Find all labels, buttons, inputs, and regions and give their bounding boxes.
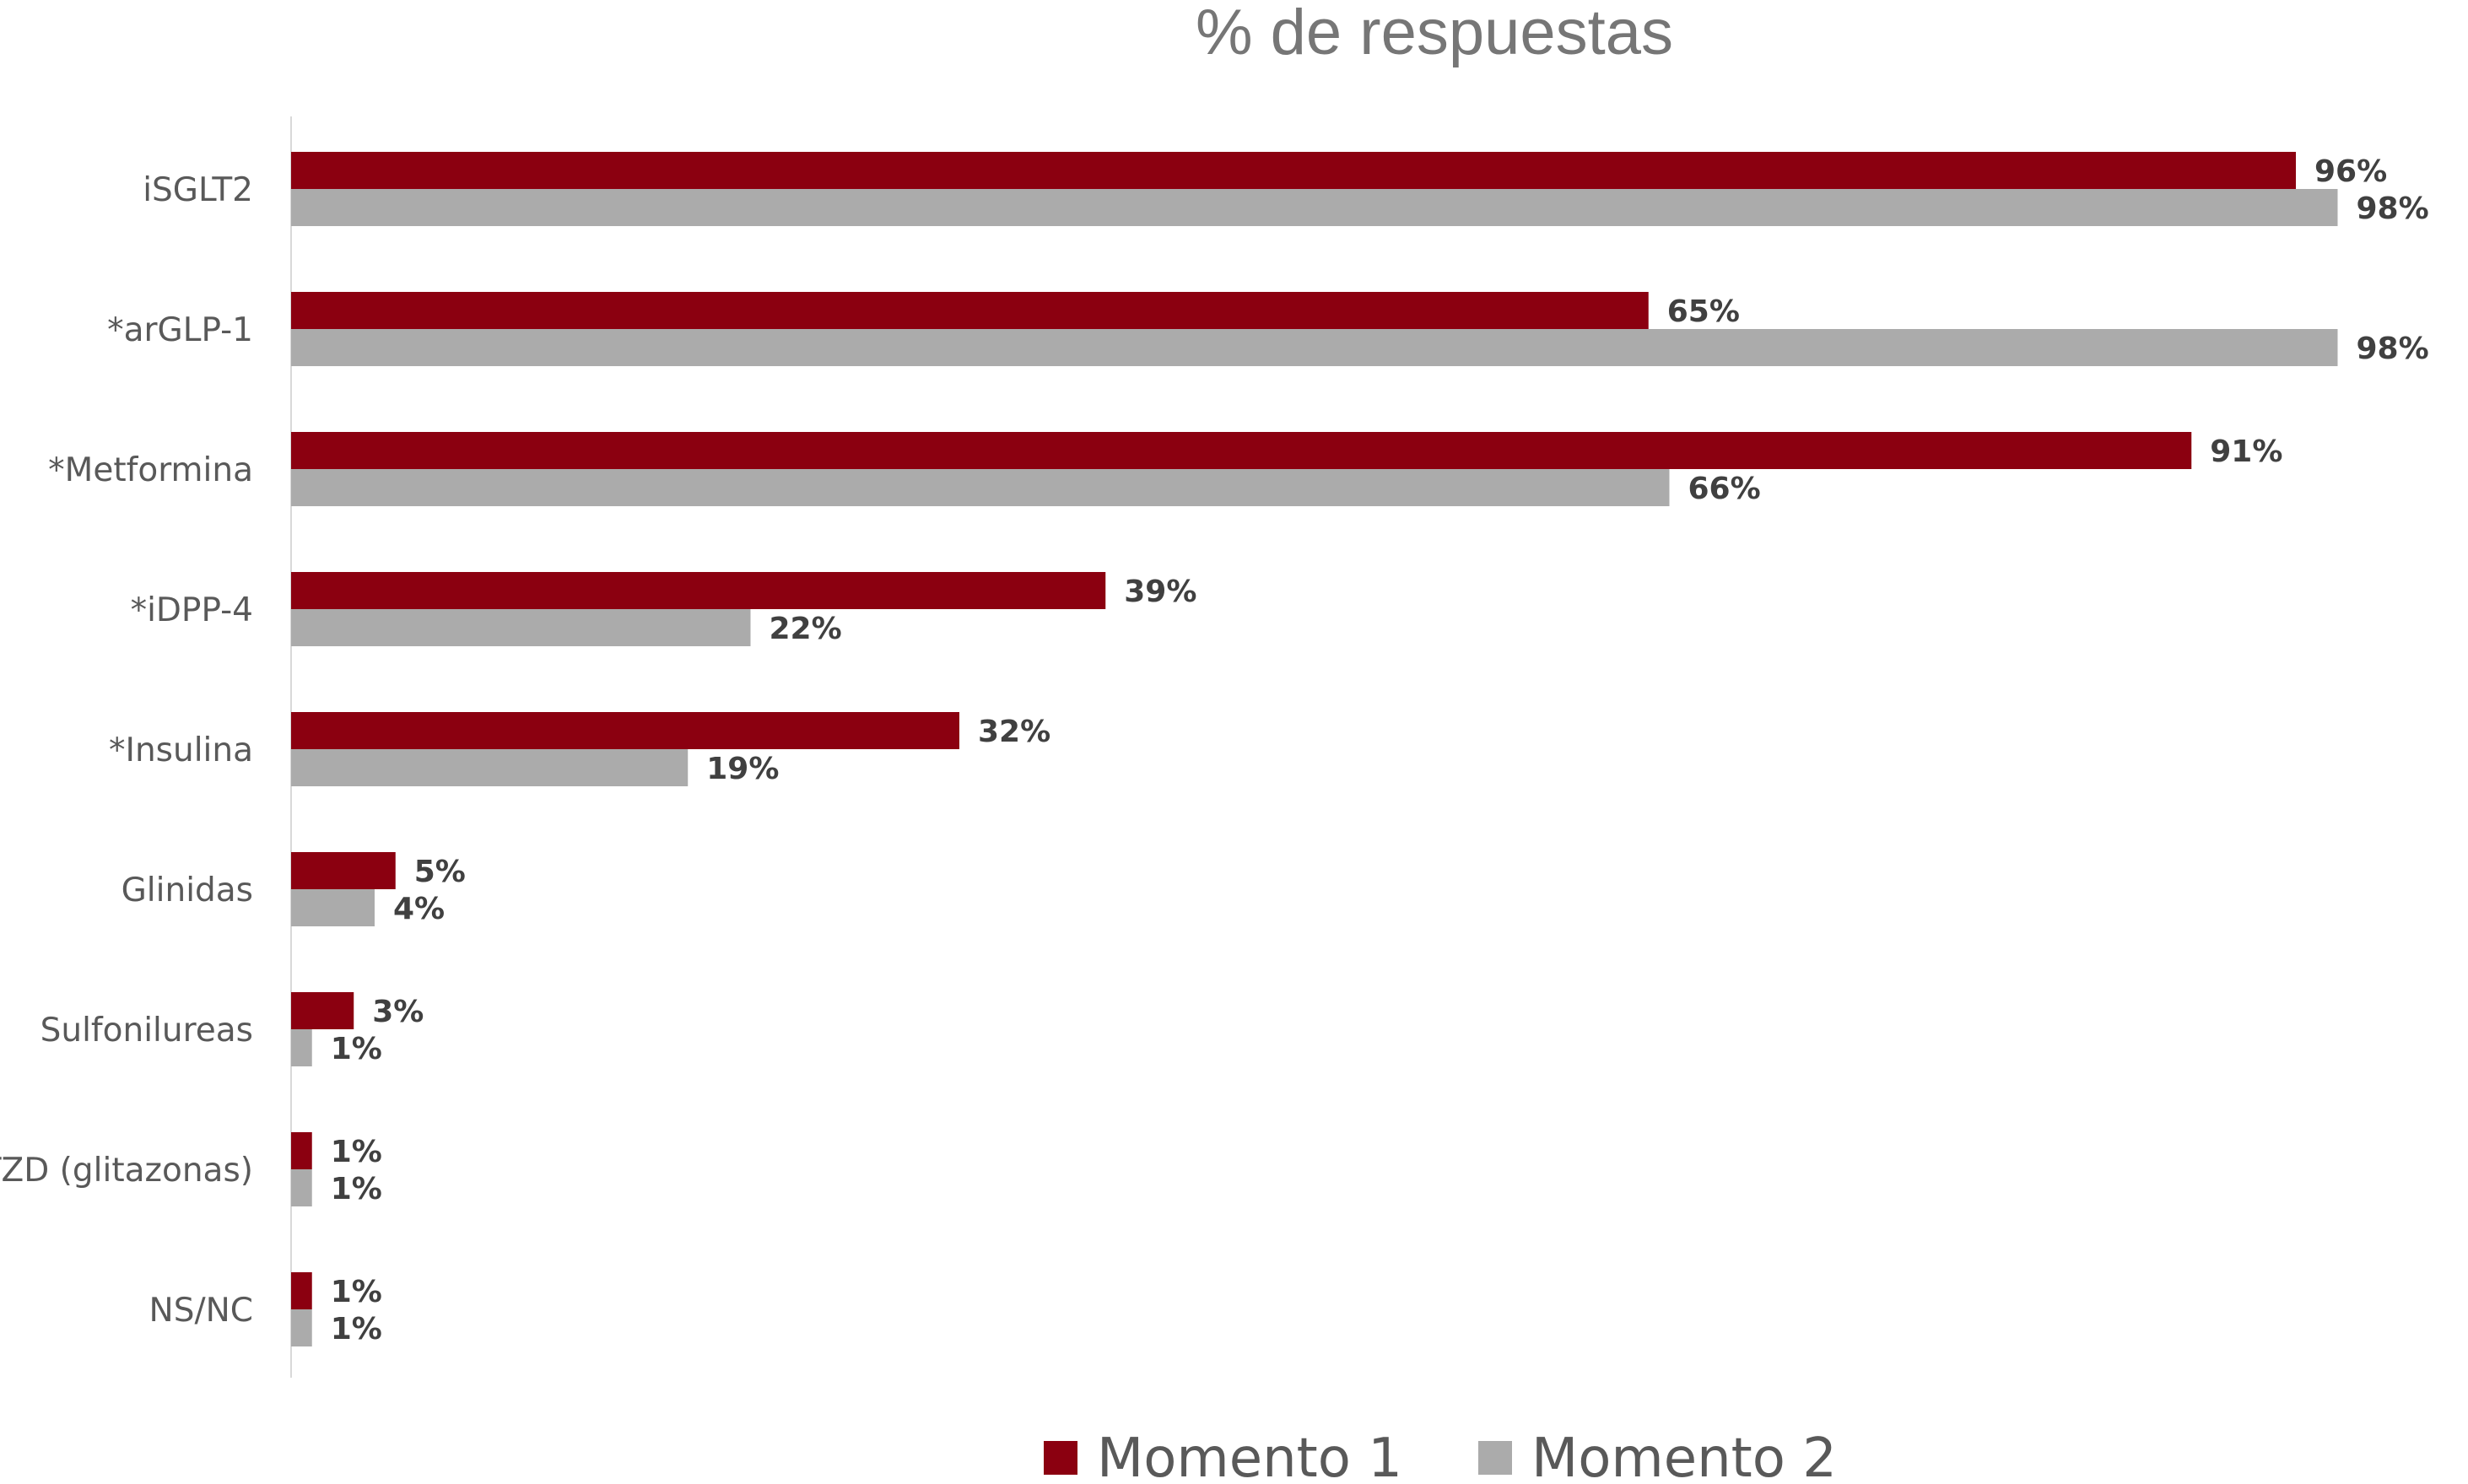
data-label: 98% [2357, 192, 2429, 226]
category-label: *iDPP-4 [131, 591, 253, 629]
data-label: 5% [414, 855, 466, 889]
bars-group: iSGLT2 96%98%*arGLP-1 65%98%*Metformina 91%… [0, 152, 2429, 1346]
bar-momento-2-arglp-1 [291, 329, 2338, 366]
bar-momento-2-insulina [291, 749, 689, 786]
bar-momento-1-ns-nc [291, 1272, 312, 1309]
data-label: 3% [372, 995, 424, 1029]
category-label: TZD (glitazonas) [0, 1152, 253, 1190]
legend-swatch-momento-2 [1478, 1441, 1512, 1475]
legend: Momento 1 Momento 2 [1044, 1427, 1837, 1484]
bar-momento-2-sulfonilureas [291, 1029, 312, 1066]
data-label: 32% [978, 715, 1050, 749]
legend-label-momento-1: Momento 1 [1097, 1427, 1402, 1484]
data-label: 1% [331, 1135, 382, 1169]
data-label: 39% [1124, 575, 1196, 609]
bar-momento-2-metformina [291, 469, 1670, 506]
category-label: iSGLT2 [143, 171, 253, 209]
category-label: *arGLP-1 [107, 311, 253, 349]
legend-swatch-momento-1 [1044, 1441, 1077, 1475]
bar-momento-1-idpp-4 [291, 572, 1106, 609]
category-label: *Insulina [109, 731, 253, 769]
data-label: 1% [331, 1275, 382, 1309]
bar-momento-2-isglt2 [291, 189, 2338, 226]
data-label: 66% [1688, 472, 1761, 506]
bar-momento-1-sulfonilureas [291, 992, 354, 1029]
data-label: 96% [2314, 154, 2387, 189]
data-label: 4% [393, 892, 445, 926]
bar-momento-1-tzd-glitazonas [291, 1132, 312, 1169]
chart-title: % de respuestas [1196, 0, 1673, 68]
bar-momento-1-insulina [291, 712, 959, 749]
bar-momento-1-metformina [291, 432, 2192, 469]
category-label: Glinidas [122, 872, 253, 909]
data-label: 1% [331, 1172, 382, 1206]
bar-momento-2-ns-nc [291, 1309, 312, 1346]
bar-momento-2-glinidas [291, 889, 375, 926]
category-label: NS/NC [149, 1292, 253, 1330]
bar-momento-2-idpp-4 [291, 609, 751, 646]
legend-label-momento-2: Momento 2 [1531, 1427, 1837, 1484]
category-label: *Metformina [48, 451, 253, 489]
data-label: 98% [2357, 332, 2429, 366]
bar-momento-1-arglp-1 [291, 292, 1649, 329]
category-label: Sulfonilureas [41, 1012, 253, 1050]
bar-momento-2-tzd-glitazonas [291, 1169, 312, 1206]
data-label: 19% [706, 752, 779, 786]
data-label: 91% [2210, 434, 2282, 469]
data-label: 22% [770, 612, 842, 646]
data-label: 65% [1667, 294, 1740, 329]
bar-momento-1-isglt2 [291, 152, 2296, 189]
data-label: 1% [331, 1032, 382, 1066]
data-label: 1% [331, 1312, 382, 1346]
bar-momento-1-glinidas [291, 852, 396, 889]
